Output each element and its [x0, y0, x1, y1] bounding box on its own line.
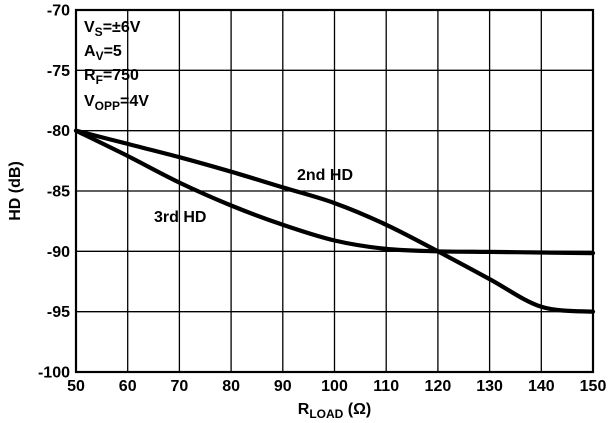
- annotation-line-2: AV=5: [84, 43, 122, 63]
- series-label-2nd-hd: 2nd HD: [297, 167, 353, 184]
- y-tick-labels: -70 -75 -80 -85 -90 -95 -100: [38, 3, 70, 382]
- x-tick-label: 120: [425, 378, 452, 395]
- y-tick-label: -70: [47, 3, 70, 20]
- x-tick-labels: 50 60 70 80 90 100 110 120 130 140 150: [67, 378, 606, 395]
- x-axis-label-unit: (Ω): [343, 401, 371, 418]
- conditions-annotation: VS=±6V AV=5 RF=750 VOPP=4V: [84, 19, 149, 113]
- x-axis-label: RLOAD (Ω): [298, 401, 372, 421]
- x-tick-label: 50: [67, 378, 85, 395]
- x-axis-label-sub: LOAD: [309, 407, 343, 421]
- y-tick-label: -80: [47, 123, 70, 140]
- x-tick-label: 110: [373, 378, 399, 395]
- x-axis-label-main: R: [298, 401, 310, 418]
- annotation-line-1: VS=±6V: [84, 19, 141, 39]
- series-line-2nd-hd: [73, 128, 596, 314]
- x-tick-label: 150: [580, 378, 607, 395]
- series-lines: [73, 128, 596, 314]
- annotation-line-4: VOPP=4V: [84, 93, 149, 113]
- y-axis-label: HD (dB): [7, 161, 24, 221]
- plot-frame: [74, 8, 595, 374]
- y-tick-label: -85: [47, 184, 70, 201]
- x-tick-label: 80: [222, 378, 240, 395]
- x-tick-label: 130: [476, 378, 503, 395]
- grid: [76, 10, 593, 372]
- y-tick-label: -100: [38, 365, 70, 382]
- x-tick-label: 100: [321, 378, 348, 395]
- x-tick-label: 70: [171, 378, 189, 395]
- x-tick-label: 90: [274, 378, 292, 395]
- annotation-line-3: RF=750: [84, 67, 139, 87]
- y-tick-label: -95: [47, 304, 70, 321]
- x-tick-label: 140: [528, 378, 555, 395]
- y-tick-label: -90: [47, 244, 70, 261]
- series-line-3rd-hd: [73, 128, 596, 256]
- y-tick-label: -75: [47, 63, 70, 80]
- x-tick-label: 60: [119, 378, 137, 395]
- series-label-3rd-hd: 3rd HD: [154, 209, 206, 226]
